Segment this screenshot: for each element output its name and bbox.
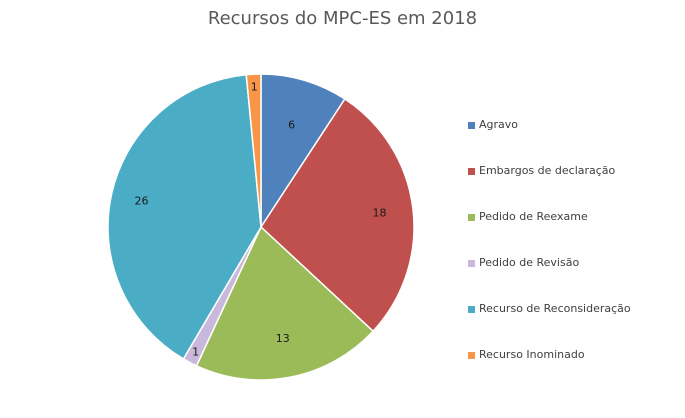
legend-item-pedido-de-revisao: Pedido de Revisão xyxy=(468,256,631,302)
pie-slice-recurso-de-reconsideracao xyxy=(107,73,262,360)
legend-label: Recurso Inominado xyxy=(479,348,585,361)
legend-item-embargos-de-declaracao: Embargos de declaração xyxy=(468,164,631,210)
legend-swatch xyxy=(468,352,475,359)
legend-swatch xyxy=(468,260,475,267)
legend-label: Pedido de Revisão xyxy=(479,256,580,269)
data-label-agravo: 6 xyxy=(288,118,295,131)
pie-slice-recurso-inominado xyxy=(245,73,262,228)
data-label-recurso-inominado: 1 xyxy=(251,80,258,93)
pie-slice-agravo xyxy=(260,73,346,230)
data-labels: 6 18 13 1 26 1 xyxy=(135,80,387,358)
legend-label: Recurso de Reconsideração xyxy=(479,302,631,315)
legend-swatch xyxy=(468,122,475,129)
pie-slice-embargos-de-declaracao xyxy=(260,97,415,333)
data-label-pedido-de-reexame: 13 xyxy=(276,332,290,345)
legend-swatch xyxy=(468,306,475,313)
pie-slices xyxy=(107,73,415,381)
chart-title: Recursos do MPC-ES em 2018 xyxy=(207,8,478,29)
data-label-recurso-de-reconsideracao: 26 xyxy=(135,195,149,208)
legend-swatch xyxy=(468,214,475,221)
legend-label: Embargos de declaração xyxy=(479,164,616,177)
legend-label: Pedido de Reexame xyxy=(479,210,588,223)
legend-swatch xyxy=(468,168,475,175)
legend-item-recurso-inominado: Recurso Inominado xyxy=(468,348,631,394)
legend: Agravo Embargos de declaração Pedido de Re… xyxy=(468,118,631,394)
legend-item-recurso-de-reconsideracao: Recurso de Reconsideração xyxy=(468,302,631,348)
legend-item-agravo: Agravo xyxy=(468,118,631,164)
legend-label: Agravo xyxy=(479,118,519,131)
data-label-pedido-de-revisao: 1 xyxy=(192,346,199,359)
legend-item-pedido-de-reexame: Pedido de Reexame xyxy=(468,210,631,256)
pie-slice-pedido-de-reexame xyxy=(195,225,375,381)
data-label-embargos-de-declaracao: 18 xyxy=(373,207,387,220)
